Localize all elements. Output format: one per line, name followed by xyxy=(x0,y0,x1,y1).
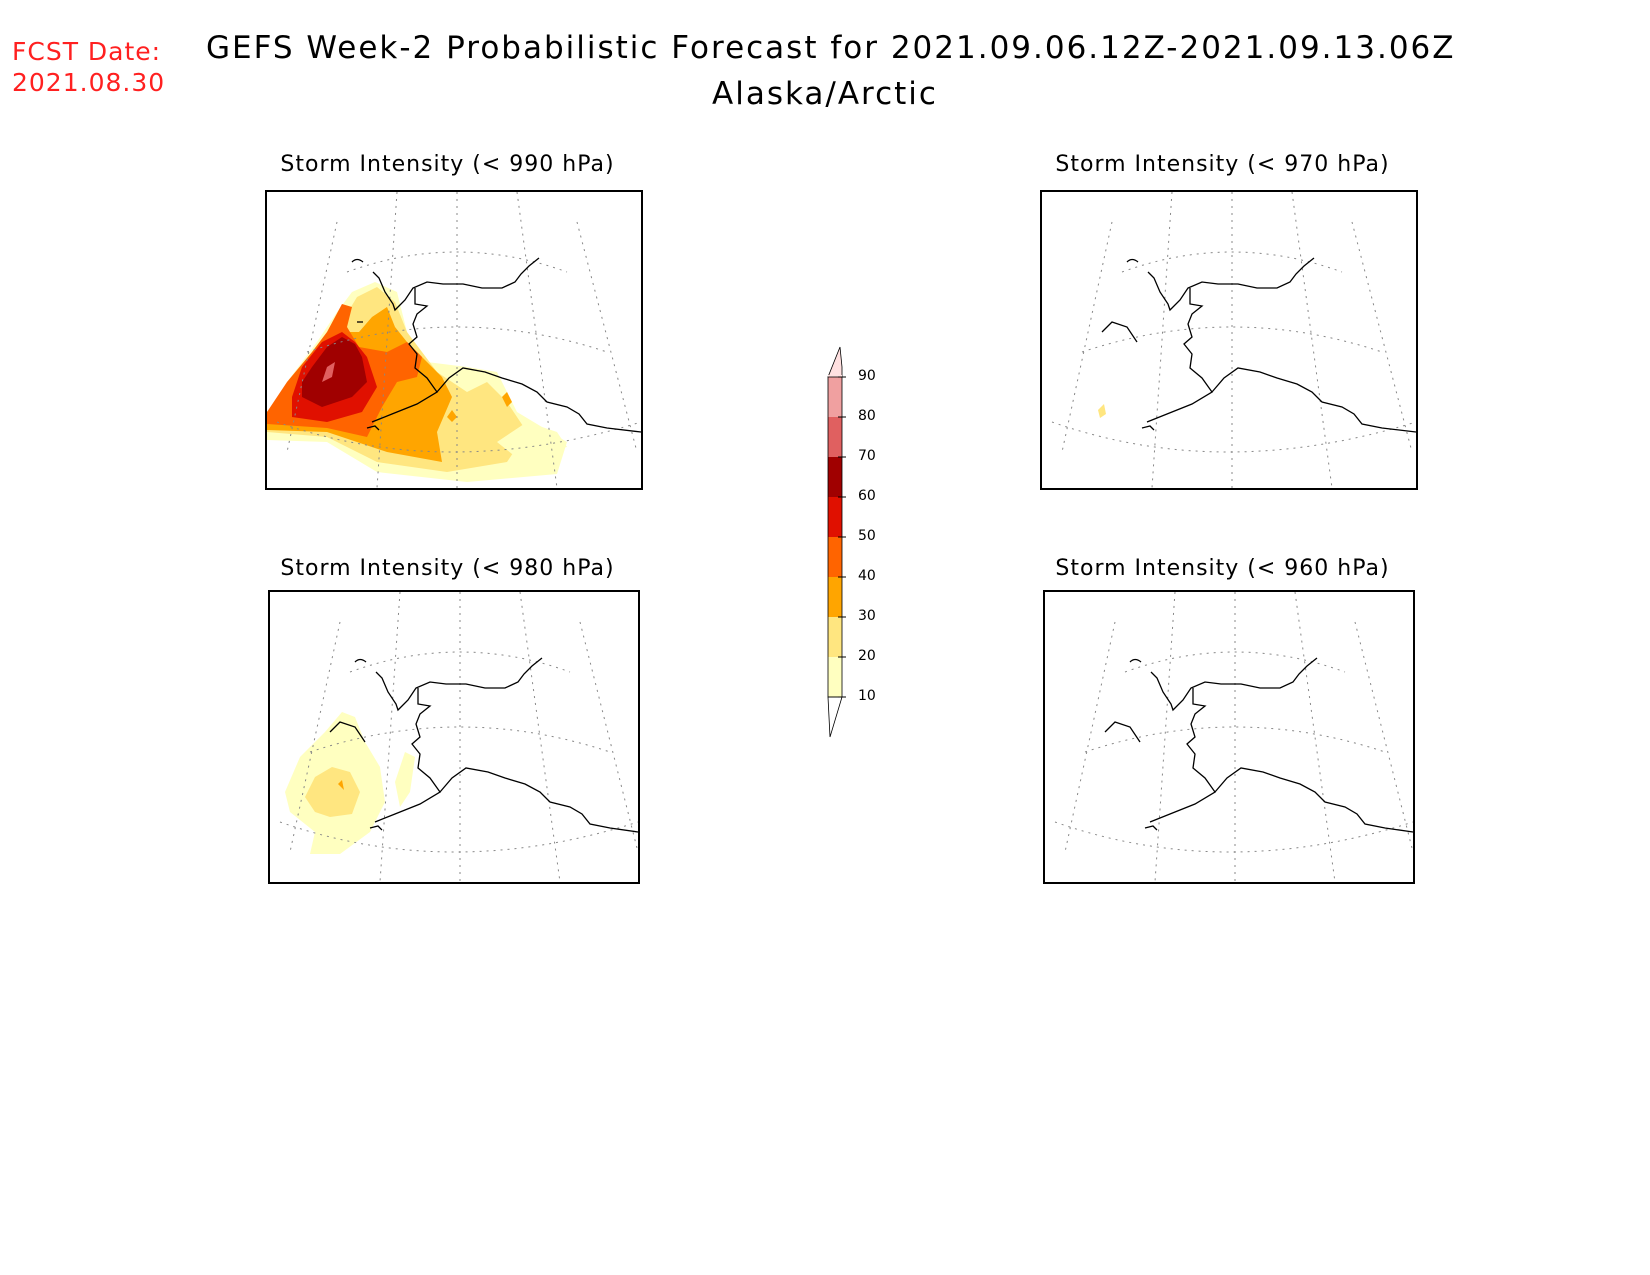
graticule-990 xyxy=(276,192,641,488)
region-title: Alaska/Arctic xyxy=(712,76,938,112)
coastline-990 xyxy=(351,257,641,433)
colorbar-band-50 xyxy=(828,497,842,537)
panel-title-990: Storm Intensity (< 990 hPa) xyxy=(280,152,615,177)
colorbar-cap-bottom xyxy=(827,696,843,738)
colorbar-swatches xyxy=(827,346,846,738)
fcst-value: 2021.08.30 xyxy=(12,68,166,97)
graticule-980 xyxy=(279,592,638,882)
colorbar-band-10 xyxy=(828,657,842,697)
panel-title-960: Storm Intensity (< 960 hPa) xyxy=(1055,556,1390,581)
shade-60 xyxy=(302,337,367,407)
colorbar xyxy=(827,346,846,738)
colorbar-label: 90 xyxy=(858,368,876,384)
graticule-970 xyxy=(1051,192,1416,488)
graticule-960 xyxy=(1054,592,1413,882)
coastline-970 xyxy=(1101,257,1416,433)
colorbar-cap-top xyxy=(827,346,843,378)
shade-10b xyxy=(395,752,415,807)
colorbar-label: 80 xyxy=(858,408,876,424)
shade-10b xyxy=(497,422,567,454)
shading-970 xyxy=(1098,404,1106,418)
map-panel-970 xyxy=(1040,190,1418,490)
map-970 xyxy=(1051,192,1416,488)
map-990 xyxy=(267,192,641,488)
colorbar-label: 50 xyxy=(858,528,876,544)
colorbar-band-60 xyxy=(828,457,842,497)
colorbar-label: 10 xyxy=(858,688,876,704)
shade-10 xyxy=(1098,404,1106,418)
fcst-label: FCST Date: xyxy=(12,37,162,66)
colorbar-label: 40 xyxy=(858,568,876,584)
colorbar-band-20 xyxy=(828,617,842,657)
main-title: GEFS Week-2 Probabilistic Forecast for 2… xyxy=(206,30,1456,66)
coastline-960 xyxy=(1104,657,1413,833)
colorbar-label: 60 xyxy=(858,488,876,504)
colorbar-label: 20 xyxy=(858,648,876,664)
shading-990 xyxy=(267,282,567,482)
shade-30c xyxy=(447,410,457,422)
coastline-980 xyxy=(329,657,638,833)
shade-30b xyxy=(502,392,512,407)
map-panel-990 xyxy=(265,190,643,490)
shade-20 xyxy=(305,767,360,817)
colorbar-band-80 xyxy=(828,377,842,417)
map-960 xyxy=(1054,592,1413,882)
panel-title-970: Storm Intensity (< 970 hPa) xyxy=(1055,152,1390,177)
colorbar-band-70 xyxy=(828,417,842,457)
shading-980 xyxy=(285,712,415,854)
shade-70 xyxy=(322,362,335,382)
colorbar-label: 70 xyxy=(858,448,876,464)
map-panel-960 xyxy=(1043,590,1415,884)
colorbar-label: 30 xyxy=(858,608,876,624)
map-980 xyxy=(279,592,638,882)
colorbar-band-40 xyxy=(828,537,842,577)
forecast-date: FCST Date: 2021.08.30 xyxy=(12,36,165,98)
map-panel-980 xyxy=(268,590,640,884)
panel-title-980: Storm Intensity (< 980 hPa) xyxy=(280,556,615,581)
colorbar-band-30 xyxy=(828,577,842,617)
shade-30 xyxy=(338,780,344,790)
